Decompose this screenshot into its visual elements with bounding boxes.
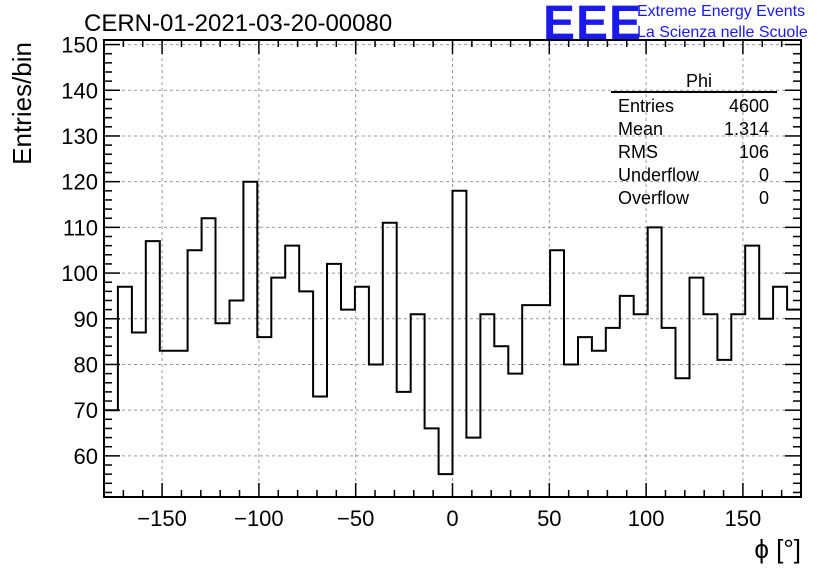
stats-label: Overflow	[618, 188, 690, 208]
stats-label: RMS	[618, 142, 658, 162]
x-tick-label: −150	[137, 506, 187, 531]
x-tick-label: 100	[628, 506, 665, 531]
histogram-bin	[313, 396, 327, 497]
histogram-bin	[327, 264, 341, 497]
histogram-bin	[243, 182, 257, 497]
y-axis-title: Entries/bin	[7, 42, 37, 165]
stats-value: 0	[758, 165, 769, 185]
histogram-bin	[634, 314, 648, 497]
histogram-bin	[536, 305, 550, 497]
stats-divider	[611, 91, 777, 93]
stats-label: Underflow	[618, 165, 700, 185]
y-tick-label: 90	[74, 307, 98, 332]
histogram-bin	[341, 310, 355, 497]
histogram-bin	[299, 291, 313, 497]
histogram-bin	[229, 300, 243, 497]
stats-value: 1.314	[723, 119, 769, 139]
histogram-bin	[132, 332, 146, 497]
histogram-bin	[369, 364, 383, 497]
stats-box: Phi Entries 4600 Mean 1.314 RMS 106 Unde…	[611, 71, 777, 210]
histogram-bin	[564, 364, 578, 497]
histogram-bin	[174, 351, 188, 497]
y-tick-label: 80	[74, 352, 98, 377]
y-tick-label: 70	[74, 398, 98, 423]
histogram-bin	[522, 305, 536, 497]
histogram-bin	[202, 218, 216, 497]
y-tick-label: 130	[61, 124, 98, 149]
stats-row-mean: Mean 1.314	[611, 118, 777, 141]
histogram-bin	[703, 314, 717, 497]
y-tick-label: 140	[61, 78, 98, 103]
x-tick-label: −50	[337, 506, 374, 531]
histogram-bin	[271, 278, 285, 497]
histogram-bin	[146, 241, 160, 497]
histogram-bin	[592, 351, 606, 497]
histogram-bin	[466, 438, 480, 497]
histogram-bin	[216, 323, 230, 497]
page-title: CERN-01-2021-03-20-00080	[84, 10, 393, 37]
stats-row-entries: Entries 4600	[611, 95, 777, 118]
stats-label: Entries	[618, 96, 675, 116]
logo-caption-line1: Extreme Energy Events	[637, 3, 806, 20]
histogram-bin	[745, 246, 759, 497]
stats-value: 0	[758, 188, 769, 208]
histogram-bins	[104, 182, 801, 497]
stats-value: 4600	[728, 96, 769, 116]
histogram-bin	[578, 337, 592, 497]
histogram-bin	[731, 314, 745, 497]
tick-labels: −150 −100 −50 0 50 100 150 60 70 80 90 100 110 120 130…	[61, 33, 761, 531]
stats-row-underflow: Underflow 0	[611, 164, 777, 187]
histogram-bin	[480, 314, 494, 497]
histogram-series-line	[104, 180, 801, 476]
histogram-bin	[689, 278, 703, 497]
x-tick-label: 50	[537, 506, 561, 531]
y-tick-label: 150	[61, 33, 98, 58]
histogram-bin	[606, 328, 620, 497]
histogram-bin	[397, 392, 411, 497]
histogram-bin	[439, 474, 453, 497]
histogram-bin	[550, 250, 564, 497]
histogram-bin	[383, 223, 397, 497]
stats-row-rms: RMS 106	[611, 141, 777, 164]
stats-row-overflow: Overflow 0	[611, 187, 777, 210]
histogram-bin	[285, 246, 299, 497]
histogram-bin	[676, 378, 690, 497]
histogram-bin	[257, 337, 271, 497]
histogram-bin	[160, 351, 174, 497]
histogram-bin	[648, 227, 662, 497]
stats-label: Mean	[618, 119, 664, 139]
axis-ticks	[103, 40, 802, 497]
histogram-bin	[188, 250, 202, 497]
histogram-bin	[411, 314, 425, 497]
histogram-bin	[425, 428, 439, 497]
histogram-bin	[453, 191, 467, 497]
histogram-bin	[773, 287, 787, 497]
histogram-bin	[118, 287, 132, 497]
y-tick-label: 120	[61, 170, 98, 195]
y-tick-label: 60	[74, 444, 98, 469]
histogram-bin	[355, 287, 369, 497]
histogram-bin	[494, 346, 508, 497]
y-tick-label: 100	[61, 261, 98, 286]
x-tick-label: 0	[446, 506, 458, 531]
histogram-bin	[620, 296, 634, 497]
stats-value: 106	[738, 142, 769, 162]
x-tick-label: −100	[234, 506, 284, 531]
histogram-bin	[717, 360, 731, 497]
logo-caption-line2: La Scienza nelle Scuole	[637, 24, 808, 41]
histogram-bin	[759, 319, 773, 497]
histogram-bin	[662, 328, 676, 497]
histogram-bin	[508, 374, 522, 497]
x-axis-title: ϕ [°]	[754, 534, 801, 564]
y-tick-label: 110	[63, 215, 98, 240]
x-tick-label: 150	[725, 506, 762, 531]
stats-title: Phi	[685, 71, 712, 91]
